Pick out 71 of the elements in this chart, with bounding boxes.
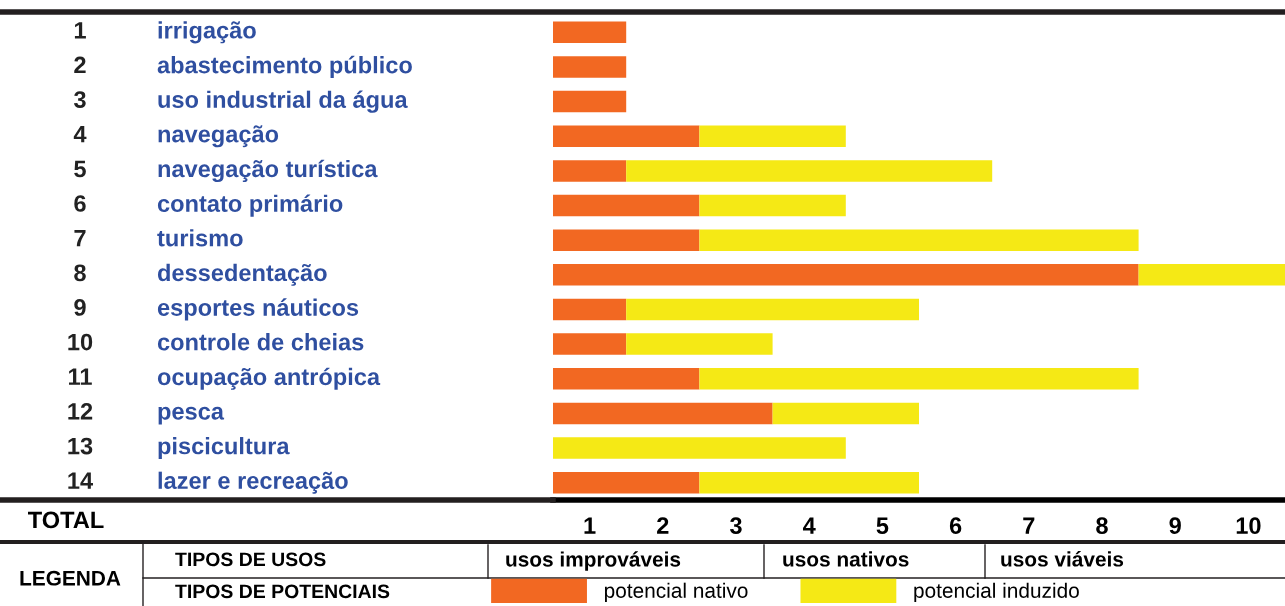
y-tick-label: esportes náuticos bbox=[157, 298, 359, 321]
x-tick-label: 5 bbox=[876, 517, 889, 535]
x-tick-label: 3 bbox=[729, 517, 742, 535]
x-tick-label: 8 bbox=[1096, 517, 1108, 535]
bar bbox=[553, 160, 627, 182]
y-tick-label: irrigação bbox=[158, 21, 256, 44]
bar bbox=[553, 298, 627, 321]
y2-tick-label: 8 bbox=[74, 264, 86, 282]
bar bbox=[699, 194, 846, 217]
text: usos improváveis bbox=[506, 551, 681, 571]
bar bbox=[553, 125, 700, 147]
text: usos nativos bbox=[783, 551, 909, 567]
bar bbox=[1138, 264, 1285, 286]
bar bbox=[553, 90, 627, 113]
bar bbox=[699, 471, 919, 494]
y-tick-label: contato primário bbox=[157, 194, 343, 217]
y2-tick-label: 10 bbox=[68, 333, 93, 351]
bar bbox=[553, 333, 627, 355]
y-tick-label: uso industrial da água bbox=[158, 90, 408, 113]
text: LEGENDA bbox=[20, 570, 121, 586]
x-axis-title: TOTAL bbox=[28, 511, 104, 529]
legend-label: potencial induzido bbox=[914, 582, 1079, 603]
text: usos viáveis bbox=[1001, 551, 1124, 567]
bar bbox=[553, 368, 700, 390]
bar bbox=[553, 264, 1139, 286]
y2-tick-label: 13 bbox=[68, 437, 93, 455]
bar bbox=[626, 160, 993, 182]
bar bbox=[772, 402, 919, 425]
y-tick-label: turismo bbox=[157, 229, 243, 247]
y2-tick-label: 2 bbox=[74, 56, 86, 74]
y2-tick-label: 5 bbox=[74, 160, 86, 178]
y-tick-label: navegação bbox=[158, 125, 279, 148]
bar bbox=[553, 229, 700, 251]
y-tick-label: pesca bbox=[158, 406, 225, 425]
y-tick-label: controle de cheias bbox=[157, 333, 364, 351]
x-tick-label: 2 bbox=[657, 517, 669, 534]
bar bbox=[553, 56, 627, 78]
y-tick-label: abastecimento público bbox=[157, 55, 412, 79]
y2-tick-label: 4 bbox=[73, 126, 87, 143]
y2-tick-label: 9 bbox=[74, 299, 86, 316]
y-tick-label: dessedentação bbox=[157, 263, 327, 286]
y2-tick-label: 12 bbox=[68, 403, 93, 420]
bar bbox=[553, 194, 700, 217]
text: TIPOS DE USOS bbox=[175, 552, 326, 567]
bar bbox=[699, 229, 1139, 251]
bar bbox=[626, 298, 919, 321]
y2-tick-label: 11 bbox=[69, 368, 92, 385]
bar bbox=[626, 333, 773, 355]
y2-tick-label: 1 bbox=[74, 22, 86, 39]
bar bbox=[553, 402, 773, 425]
bar bbox=[699, 368, 1139, 390]
y2-tick-label: 6 bbox=[74, 195, 86, 212]
x-tick-label: 6 bbox=[949, 517, 962, 535]
y2-tick-label: 7 bbox=[74, 230, 86, 247]
y2-tick-label: 3 bbox=[73, 91, 86, 108]
y-tick-label: lazer e recreação bbox=[158, 471, 348, 494]
text: TIPOS DE POTENCIAIS bbox=[175, 584, 390, 599]
legend-label: potencial nativo bbox=[604, 582, 748, 603]
y-tick-label: ocupação antrópica bbox=[157, 367, 381, 390]
bar bbox=[553, 471, 700, 494]
x-tick-label: 4 bbox=[802, 517, 816, 534]
y-tick-label: piscicultura bbox=[158, 437, 290, 460]
bar bbox=[699, 125, 846, 147]
bar bbox=[553, 21, 627, 44]
x-tick-label: 9 bbox=[1169, 517, 1181, 535]
x-tick-label: 10 bbox=[1236, 517, 1261, 535]
y-tick-label: navegação turística bbox=[158, 159, 378, 183]
x-tick-label: 1 bbox=[584, 517, 596, 534]
x-tick-label: 7 bbox=[1023, 517, 1035, 534]
y2-tick-label: 14 bbox=[68, 472, 94, 489]
bar bbox=[553, 437, 846, 459]
